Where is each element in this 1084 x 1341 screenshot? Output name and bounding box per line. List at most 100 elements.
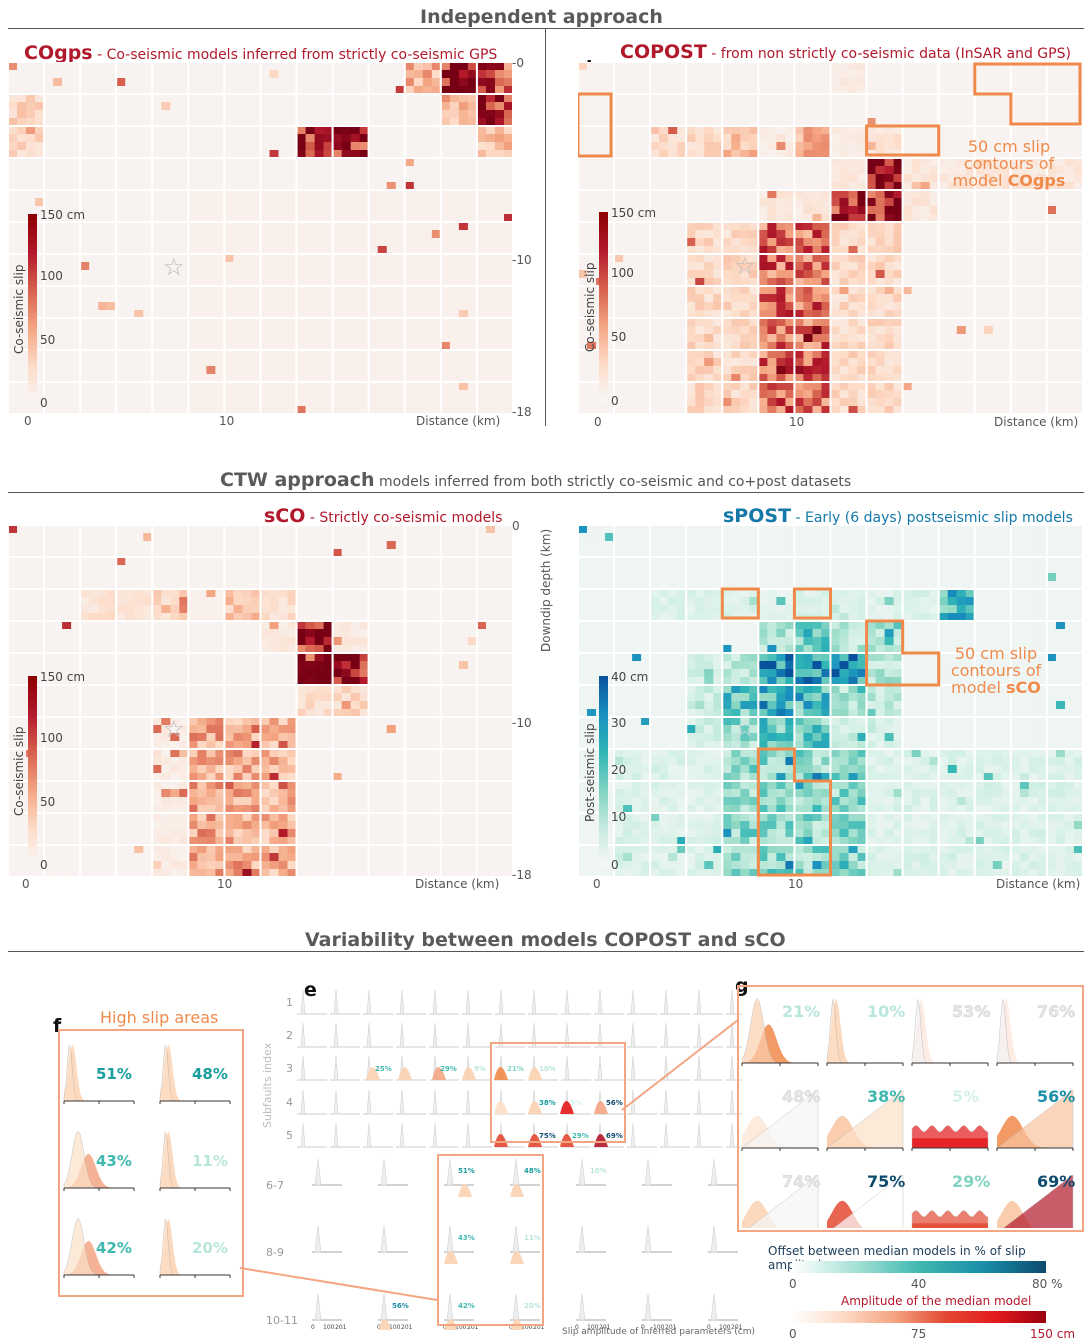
slip-cell	[332, 278, 342, 287]
slip-cell	[1019, 78, 1030, 87]
slip-cell	[722, 78, 732, 87]
slip-cell	[893, 86, 903, 95]
slip-cell	[260, 398, 270, 407]
slip-cell	[767, 278, 777, 287]
slip-cell	[413, 350, 424, 359]
slip-cell	[623, 230, 633, 239]
slip-cell	[35, 102, 45, 111]
slip-cell	[866, 326, 876, 335]
slip-cell	[920, 70, 930, 79]
slip-cell	[98, 190, 108, 199]
slip-cell	[974, 126, 985, 135]
slip-cell	[440, 374, 451, 383]
slip-cell	[323, 206, 333, 215]
slip-cell	[134, 262, 144, 271]
slip-cell	[404, 358, 415, 367]
slip-cell	[440, 142, 451, 151]
slip-cell	[947, 62, 958, 71]
slip-cell	[713, 254, 723, 263]
slip-cell	[143, 158, 153, 167]
slip-cell	[911, 86, 921, 95]
slip-cell	[623, 118, 633, 127]
fault-patch	[614, 222, 651, 255]
slip-cell	[125, 70, 135, 79]
slip-cell	[467, 342, 478, 351]
slip-cell	[875, 294, 885, 303]
slip-cell	[188, 238, 198, 247]
slip-cell	[722, 214, 732, 223]
slip-cell	[1019, 118, 1030, 127]
slip-cell	[857, 78, 867, 87]
slip-cell	[884, 78, 894, 87]
slip-cell	[440, 102, 451, 111]
fault-patch	[404, 286, 442, 319]
slip-cell	[1037, 230, 1048, 239]
slip-cell	[89, 150, 99, 159]
slip-cell	[668, 238, 678, 247]
slip-cell	[803, 246, 813, 255]
slip-cell	[1010, 102, 1021, 111]
slip-cell	[62, 78, 72, 87]
slip-cell	[578, 198, 588, 207]
slip-cell	[341, 350, 351, 359]
slip-cell	[269, 374, 279, 383]
slip-cell	[359, 358, 370, 367]
slip-cell	[929, 278, 940, 287]
slip-cell	[1010, 206, 1021, 215]
slip-cell	[758, 182, 768, 191]
slip-cell	[215, 70, 225, 79]
slip-cell	[440, 246, 451, 255]
slip-cell	[224, 334, 234, 343]
slip-cell	[458, 286, 469, 295]
slip-cell	[965, 166, 976, 175]
fault-patch	[830, 126, 867, 159]
slip-cell	[287, 78, 297, 87]
slip-cell	[1019, 254, 1030, 263]
slip-cell	[974, 174, 985, 183]
slip-cell	[1028, 262, 1039, 271]
slip-cell	[152, 310, 162, 319]
slip-cell	[794, 262, 804, 271]
fault-patch	[614, 190, 651, 223]
slip-cell	[668, 190, 678, 199]
slip-cell	[458, 134, 469, 143]
slip-cell	[17, 262, 27, 271]
slip-cell	[767, 142, 777, 151]
slip-cell	[947, 214, 958, 223]
slip-cell	[260, 62, 270, 71]
slip-cell	[623, 222, 633, 231]
slip-cell	[659, 230, 669, 239]
slip-cell	[632, 182, 642, 191]
slip-cell	[875, 118, 885, 127]
slip-cell	[857, 278, 867, 287]
slip-cell	[386, 398, 397, 407]
slip-cell	[152, 390, 162, 399]
slip-cell	[884, 246, 894, 255]
slip-cell	[614, 214, 624, 223]
slip-cell	[794, 94, 804, 103]
slip-cell	[422, 254, 433, 263]
slip-cell	[62, 134, 72, 143]
slip-cell	[107, 86, 117, 95]
fault-patch	[440, 350, 478, 383]
slip-cell	[314, 310, 324, 319]
slip-cell	[215, 182, 225, 191]
slip-cell	[668, 134, 678, 143]
slip-cell	[467, 406, 478, 414]
slip-cell	[722, 206, 732, 215]
slip-cell	[71, 206, 81, 215]
slip-cell	[179, 190, 189, 199]
fault-patch	[188, 350, 225, 383]
slip-cell	[8, 206, 18, 215]
slip-cell	[1064, 222, 1075, 231]
slip-cell	[839, 110, 849, 119]
slip-cell	[197, 230, 207, 239]
slip-cell	[458, 118, 469, 127]
slip-cell	[794, 198, 804, 207]
slip-cell	[848, 254, 858, 263]
slip-cell	[920, 134, 930, 143]
slip-cell	[938, 126, 949, 135]
slip-cell	[1064, 262, 1075, 271]
slip-cell	[713, 86, 723, 95]
slip-cell	[395, 214, 406, 223]
